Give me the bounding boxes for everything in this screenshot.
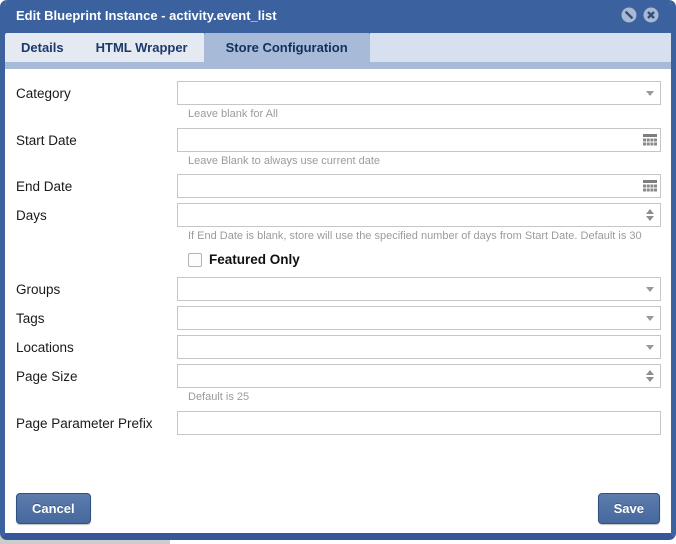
inactive-tab-group: Details HTML Wrapper: [5, 33, 204, 62]
page-parameter-prefix-input[interactable]: [177, 411, 661, 435]
end-date-field-row: End Date: [16, 174, 661, 198]
locations-select[interactable]: [177, 335, 661, 359]
caret-down-icon[interactable]: [639, 81, 661, 105]
locations-label: Locations: [16, 339, 74, 355]
store-configuration-panel: Category Leave blank for All Start Date: [5, 69, 671, 435]
caret-down-icon[interactable]: [639, 335, 661, 359]
calendar-icon[interactable]: [639, 128, 661, 152]
page-size-label: Page Size: [16, 368, 78, 384]
start-date-hint: Leave Blank to always use current date: [188, 155, 381, 167]
close-icon[interactable]: [643, 7, 659, 23]
page-size-hint: Default is 25: [188, 391, 250, 403]
caret-down-icon[interactable]: [639, 277, 661, 301]
category-hint: Leave blank for All: [188, 108, 278, 120]
tags-select[interactable]: [177, 306, 661, 330]
groups-field-row: Groups: [16, 277, 661, 301]
locations-field-row: Locations: [16, 335, 661, 359]
start-date-label: Start Date: [16, 132, 77, 148]
page-size-field-row: Page Size: [16, 364, 661, 388]
start-date-field-row: Start Date: [16, 128, 661, 152]
days-label: Days: [16, 207, 47, 223]
cancel-button[interactable]: Cancel: [16, 493, 91, 524]
tab-details[interactable]: Details: [21, 40, 64, 55]
tab-strip: Details HTML Wrapper Store Configuration: [5, 30, 671, 62]
category-field-row: Category: [16, 81, 661, 105]
start-date-input[interactable]: [177, 128, 661, 152]
category-select[interactable]: [177, 81, 661, 105]
featured-only-checkbox[interactable]: [188, 252, 202, 267]
page-parameter-prefix-label: Page Parameter Prefix: [16, 415, 153, 431]
featured-only-label: Featured Only: [209, 252, 300, 267]
tab-html-wrapper[interactable]: HTML Wrapper: [95, 40, 188, 55]
caret-down-icon[interactable]: [639, 306, 661, 330]
end-date-label: End Date: [16, 178, 73, 194]
groups-label: Groups: [16, 281, 61, 297]
dialog-title: Edit Blueprint Instance - activity.event…: [16, 7, 277, 23]
page-parameter-prefix-field-row: Page Parameter Prefix: [16, 411, 661, 435]
save-button[interactable]: Save: [597, 493, 660, 524]
up-down-spinner-icon[interactable]: [639, 203, 661, 227]
days-hint: If End Date is blank, store will use the…: [188, 230, 642, 242]
ban-icon[interactable]: [621, 7, 637, 23]
tags-field-row: Tags: [16, 306, 661, 330]
tab-strip-bottom-band: [5, 62, 671, 69]
page-size-input[interactable]: [177, 364, 661, 388]
groups-select[interactable]: [177, 277, 661, 301]
tab-strip-filler: [369, 33, 671, 62]
days-field-row: Days: [16, 203, 661, 227]
end-date-input[interactable]: [177, 174, 661, 198]
category-label: Category: [16, 85, 71, 101]
tab-store-configuration[interactable]: Store Configuration: [203, 33, 370, 62]
tags-label: Tags: [16, 310, 45, 326]
featured-only-row: Featured Only: [188, 252, 661, 267]
up-down-spinner-icon[interactable]: [639, 364, 661, 388]
dialog-footer: Cancel Save: [5, 493, 671, 524]
calendar-icon[interactable]: [639, 174, 661, 198]
days-input[interactable]: [177, 203, 661, 227]
dialog-titlebar: Edit Blueprint Instance - activity.event…: [5, 0, 671, 30]
